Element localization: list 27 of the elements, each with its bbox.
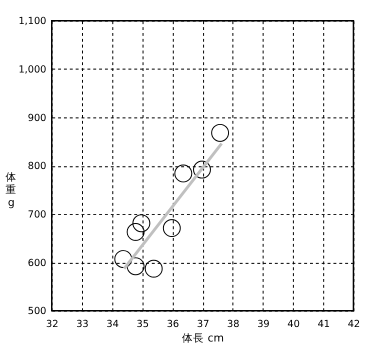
x-tick-label: 42 xyxy=(348,318,360,330)
point xyxy=(162,219,181,238)
y-tick-label: 600 xyxy=(28,258,46,269)
x-tick-label: 34 xyxy=(106,318,119,330)
y-tick-label: 800 xyxy=(28,161,46,172)
x-tick-label: 32 xyxy=(46,318,58,330)
point xyxy=(174,164,192,182)
point xyxy=(132,214,150,232)
y-axis-title: 体重 g xyxy=(6,170,17,209)
y-tick-label: 900 xyxy=(28,112,46,124)
x-axis-title: 体長 cm xyxy=(182,331,224,344)
x-tick-label: 41 xyxy=(318,318,330,330)
y-tick-label: 1,000 xyxy=(18,64,46,76)
x-tick-label: 39 xyxy=(257,318,270,330)
x-tick-label: 40 xyxy=(287,318,300,330)
x-tick-label: 37 xyxy=(196,318,210,330)
y-tick-label: 700 xyxy=(28,209,46,220)
x-tick-label: 35 xyxy=(136,318,149,330)
y-tick-label: 500 xyxy=(28,306,46,318)
point xyxy=(126,223,145,241)
x-tick-label: 36 xyxy=(166,318,180,330)
point xyxy=(193,160,211,179)
x-tick-label: 38 xyxy=(227,318,240,330)
point xyxy=(144,260,163,278)
x-tick-label: 33 xyxy=(76,318,89,330)
point xyxy=(211,124,230,142)
y-tick-label: 1,100 xyxy=(18,16,46,28)
